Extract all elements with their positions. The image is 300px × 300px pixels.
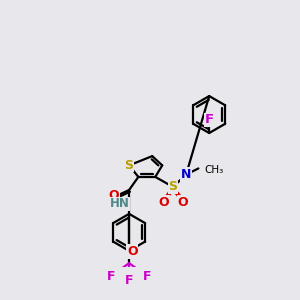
Text: N: N — [181, 168, 191, 181]
Text: O: O — [178, 196, 188, 209]
Text: CH₃: CH₃ — [205, 165, 224, 175]
Text: F: F — [106, 270, 115, 283]
Text: F: F — [205, 113, 214, 126]
Text: O: O — [127, 245, 137, 258]
Text: F: F — [143, 270, 152, 283]
Text: F: F — [125, 274, 134, 287]
Text: O: O — [108, 189, 119, 202]
Text: HN: HN — [110, 197, 130, 210]
Text: S: S — [169, 180, 178, 194]
Text: O: O — [158, 196, 169, 209]
Text: S: S — [124, 159, 134, 172]
